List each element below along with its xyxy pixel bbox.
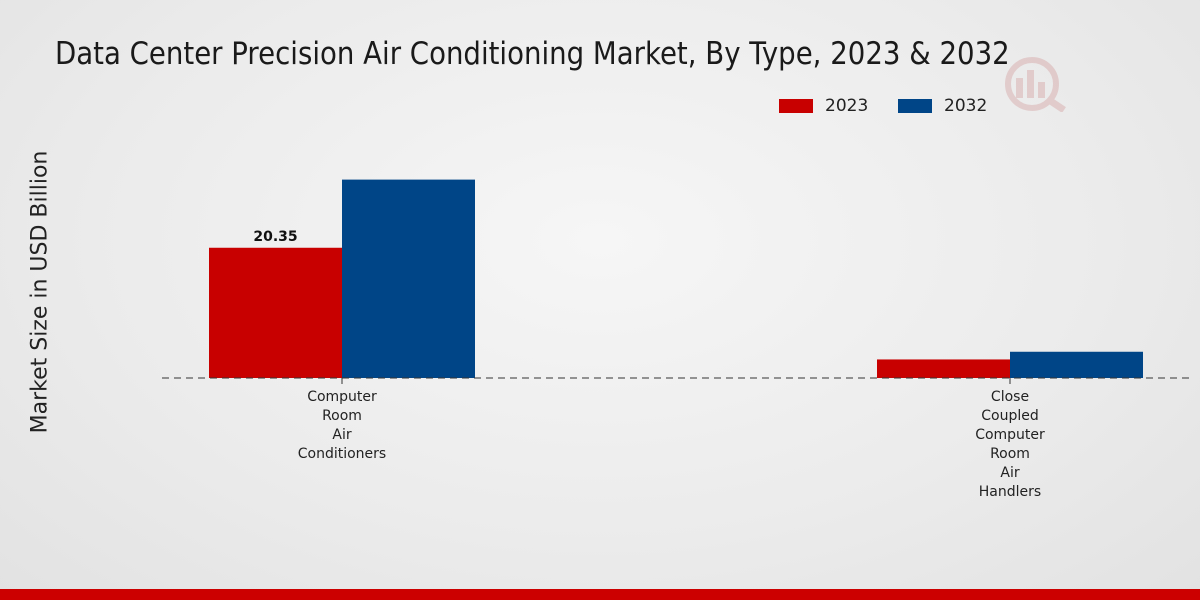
bar-2032-category-0 [342, 179, 475, 378]
bar-2023-category-0 [209, 247, 342, 378]
legend-label-2032: 2032 [944, 96, 988, 116]
data-label-0: 20.35 [253, 229, 297, 245]
legend-label-2023: 2023 [825, 96, 869, 116]
bar-2023-category-1 [877, 359, 1010, 378]
legend-swatch-2032 [898, 99, 932, 113]
bar-2032-category-1 [1010, 351, 1143, 378]
bottom-accent-bar [0, 589, 1200, 600]
legend-item-2023: 2023 [779, 96, 868, 116]
x-tick-label-0: Computer Room Air Conditioners [298, 389, 386, 462]
legend-item-2032: 2032 [898, 96, 987, 116]
watermark-logo-icon [1005, 57, 1066, 112]
legend-swatch-2023 [779, 99, 813, 113]
chart-title: Data Center Precision Air Conditioning M… [55, 36, 1010, 72]
bars-layer [209, 179, 1143, 378]
x-tick-label-1: Close Coupled Computer Room Air Handlers [975, 389, 1045, 500]
labels-layer: Computer Room Air Conditioners Close Coupled C… [253, 229, 1045, 500]
